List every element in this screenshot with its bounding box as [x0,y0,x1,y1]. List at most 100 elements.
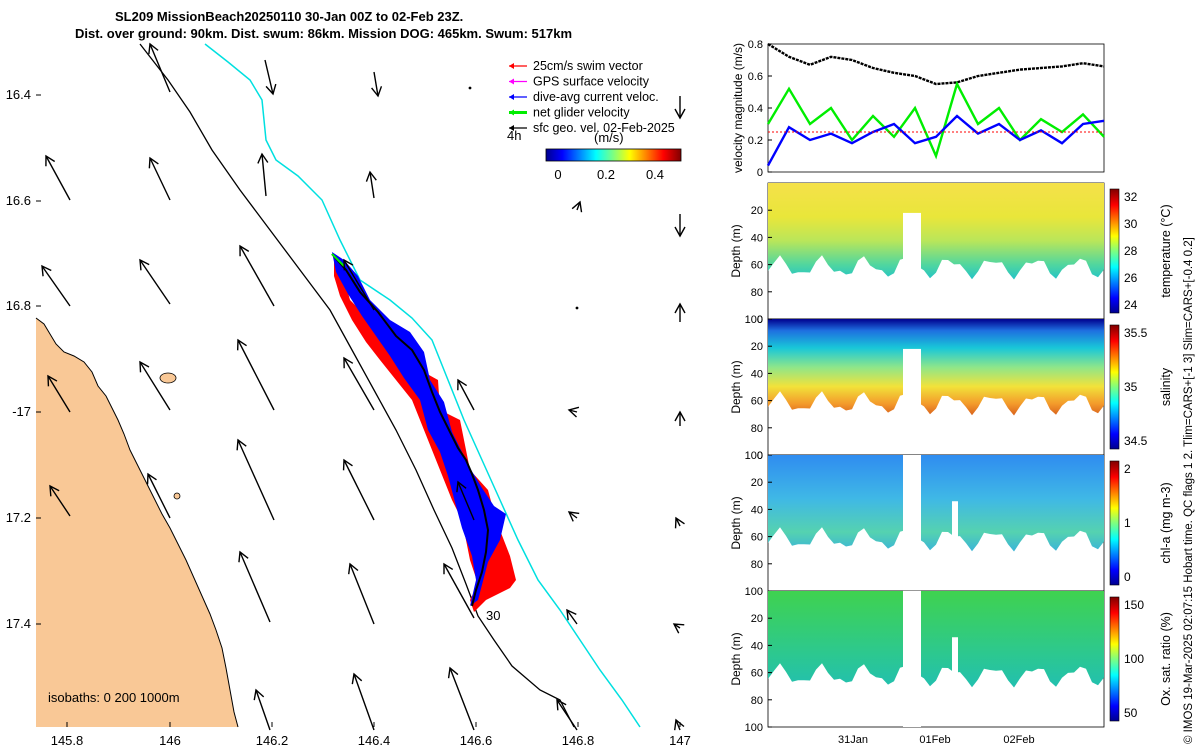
map-y-tick-label: 17.2 [6,510,31,525]
profile-y-tick-label: 100 [745,586,763,598]
sfc-velocity-arrow [447,666,475,731]
profile-panel: 20 40 60 80 100 Depth (m) 50 100 150 Ox. sat. rat… [729,590,1173,746]
sfc-velocity-arrow [139,360,171,411]
velocity-y-tick-label: 0.2 [748,135,763,147]
profile-data-field [768,319,1104,416]
sfc-velocity-arrow [567,406,580,418]
profile-y-tick-label: 100 [745,450,763,462]
data-gap [903,348,921,409]
map-x-tick-label: 146.8 [562,733,595,748]
profile-y-tick-label: 20 [751,341,763,353]
profile-y-tick-label: 40 [751,232,763,244]
sfc-velocity-arrow [264,59,277,96]
sfc-velocity-arrow [342,458,375,521]
sfc-velocity-arrow [236,338,275,411]
profile-y-tick-label: 60 [751,260,763,272]
sfc-velocity-arrow [672,623,685,634]
profile-y-tick-label: 80 [751,695,763,707]
colorbar-tick-label: 0.4 [646,167,664,182]
map-panel: 30 145.8 146 146.2 146.4 146.6 146.8 147 16.4 16… [6,42,722,748]
profile-y-label: Depth (m) [729,360,743,413]
sfc-velocity-arrow [456,480,475,521]
land-island [159,372,177,384]
legend-label: GPS surface velocity [533,75,650,89]
data-gap [903,591,921,727]
profile-y-tick-label: 20 [751,477,763,489]
sfc-velocity-arrow [49,484,71,517]
isobath-200m [139,43,575,728]
map-axes: 145.8 146 146.2 146.4 146.6 146.8 147 16.4 16.6 1… [6,87,691,748]
data-gap [903,455,921,591]
map-x-tick-label: 145.8 [51,733,84,748]
legend-arrowhead [509,125,514,131]
sfc-velocity-arrow [674,410,686,426]
colorbar-units: (m/s) [594,130,624,145]
profile-colorbar-tick-label: 35.5 [1124,326,1148,340]
data-gap [903,212,921,273]
profile-colorbar-tick-label: 0 [1124,570,1131,584]
colorbar-tick-label: 0.2 [597,167,615,182]
profile-colorbar-tick-label: 50 [1124,706,1138,720]
profile-y-tick-label: 20 [751,205,763,217]
legend-entry: net glider velocity [509,106,630,120]
velocity-series-line [767,42,1105,86]
profile-colorbar-tick-label: 35 [1124,380,1138,394]
profile-y-tick-label: 40 [751,504,763,516]
profile-colorbar [1109,460,1120,586]
sfc-velocity-arrow [468,86,472,90]
sfc-velocity-arrow [457,378,475,411]
time-x-tick-label: 01Feb [919,734,950,746]
velocity-series-line [766,114,1105,167]
sfc-velocity-arrow [146,472,171,519]
profile-data-field [768,591,1104,688]
legend-arrowhead [509,94,514,100]
sfc-velocity-arrow [556,698,578,731]
sfc-velocity-arrow [348,562,375,625]
glider-track [331,253,490,607]
legend-arrowhead [509,63,514,69]
profile-colorbar-label: temperature (°C) [1159,204,1173,297]
data-gap [952,501,958,540]
sfc-velocity-arrow [365,170,377,199]
profile-y-tick-label: 60 [751,396,763,408]
velocity-series-line [766,80,1105,160]
profile-colorbar-tick-label: 34.5 [1124,434,1148,448]
sfc-velocity-arrow [674,214,686,238]
profile-y-tick-label: 80 [751,559,763,571]
velocity-y-label: velocity magnitude (m/s) [731,43,745,173]
map-y-tick-label: -17 [12,404,31,419]
profile-colorbar [1109,596,1120,722]
colorbar-tick-label: 0 [554,167,561,182]
legend-arrowhead [509,109,514,116]
profile-data-field [768,455,1104,552]
legend-label: sfc geo. vel. 02-Feb-2025 [533,121,675,135]
profile-y-tick-label: 40 [751,640,763,652]
profile-panel: 0 20 40 60 80 100 Depth (m) 34.5 35 35.5 salinity [729,314,1173,462]
land-mass [36,318,238,727]
legend-entry: sfc geo. vel. 02-Feb-2025 [509,121,675,135]
land-island [173,492,181,500]
figure-title-line1: SL209 MissionBeach20250110 30-Jan 00Z to… [115,9,464,24]
map-x-tick-label: 147 [669,733,691,748]
track-time-label: 30 [486,608,500,623]
profile-y-label: Depth (m) [729,224,743,277]
surface-velocity-arrows [41,42,686,731]
profile-colorbar-tick-label: 150 [1124,598,1144,612]
profile-colorbar-tick-label: 30 [1124,217,1138,231]
map-x-tick-label: 146.4 [358,733,391,748]
legend-time-note: 4h [507,128,521,143]
profile-colorbar-tick-label: 100 [1124,652,1144,666]
profile-colorbar-tick-label: 26 [1124,271,1138,285]
map-y-tick-label: 17.4 [6,616,31,631]
profile-y-tick-label: 100 [745,722,763,734]
velocity-y-tick-label: 0.6 [748,71,763,83]
sfc-velocity-arrow [148,156,171,201]
speed-colorbar [545,148,682,162]
profile-colorbar-tick-label: 28 [1124,244,1138,258]
profile-y-tick-label: 0 [757,314,763,326]
legend-entry: dive-avg current veloc. [509,90,659,104]
sfc-velocity-arrow [148,42,171,93]
sfc-velocity-arrow [674,718,685,731]
profile-panel: 0 20 40 60 80 100 Depth (m) 0 1 2 chl-a (mg m-3) [729,450,1173,598]
